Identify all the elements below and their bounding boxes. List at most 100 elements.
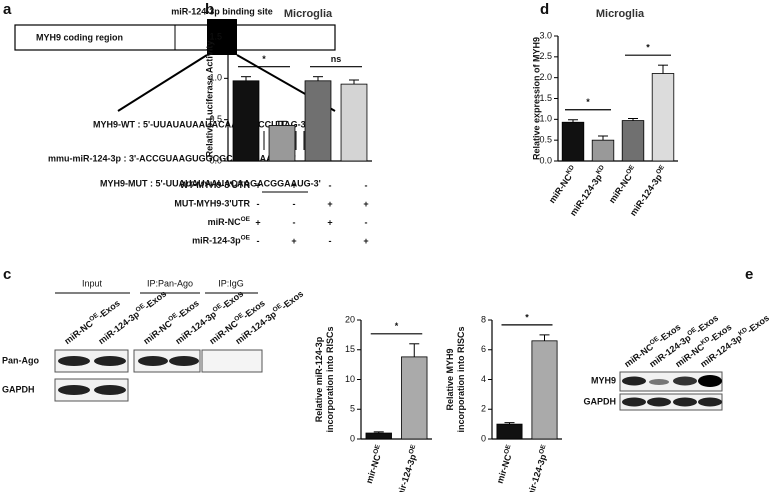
condition-mark: -	[257, 199, 260, 209]
bar	[268, 125, 296, 162]
y-tick-label: 10	[345, 374, 355, 384]
significance-label: *	[586, 97, 590, 107]
significance-label: ns	[331, 54, 342, 64]
condition-mark: -	[365, 180, 368, 190]
sequence: MYH9-WT : 5'-UUAUAUAAUACAAGUGCCUUAG-3'	[93, 119, 308, 129]
text-part: -Exos	[143, 289, 169, 312]
binding-site-label: miR-124-3p binding site	[171, 6, 273, 16]
condition-mark: +	[291, 236, 296, 246]
y-tick-label: 2.5	[539, 51, 552, 61]
text-part: mir-124-3p	[395, 453, 419, 492]
x-tick-label: miR-124-3pKD	[567, 164, 610, 218]
superscript: OE	[167, 312, 179, 324]
text-part: miR-NC	[607, 172, 634, 205]
text-part: -Exos	[96, 298, 122, 321]
group-label: Input	[82, 278, 103, 288]
text-part: -Exos	[220, 289, 246, 312]
significance-label: *	[646, 43, 650, 53]
text-part: MUT-MYH9-3'UTR	[174, 199, 250, 209]
zoom-line	[117, 54, 208, 112]
panel-label: e	[745, 266, 753, 283]
y-tick-label: 15	[345, 344, 355, 354]
superscript: OE	[372, 443, 382, 455]
bar	[531, 340, 558, 440]
bar	[401, 356, 428, 440]
condition-mark: +	[363, 236, 368, 246]
text-part: -Exos	[746, 313, 772, 336]
superscript: OE	[538, 443, 548, 455]
condition-mark: -	[329, 180, 332, 190]
significance-label: *	[525, 312, 529, 322]
y-tick-label: 0.5	[539, 135, 552, 145]
condition-mark: +	[327, 217, 332, 227]
condition-mark: -	[365, 217, 368, 227]
y-axis-label: Relative Luciferase Activity	[204, 41, 214, 158]
bar	[496, 423, 523, 440]
text-part: miR-124-3p	[192, 236, 241, 246]
bar	[365, 432, 392, 440]
superscript: OE	[686, 326, 698, 338]
y-tick-label: 2.0	[539, 72, 552, 82]
superscript: OE	[649, 335, 661, 347]
y-tick-label: 20	[345, 314, 355, 324]
row-label: MYH9	[591, 375, 616, 385]
y-tick-label: 3.0	[539, 30, 552, 40]
condition-mark: +	[255, 180, 260, 190]
superscript: OE	[503, 443, 513, 455]
text-part: -Exos	[175, 298, 201, 321]
superscript: OE	[272, 302, 284, 314]
y-tick-label: 1.0	[209, 73, 222, 83]
y-tick-label: 0	[350, 433, 355, 443]
condition-mark: -	[293, 217, 296, 227]
bar	[651, 73, 675, 162]
y-axis-label: incorporation into RISCs	[456, 326, 466, 432]
y-tick-label: 1.5	[209, 31, 222, 41]
blot-c	[54, 292, 263, 402]
text-part: miR-NC	[547, 172, 574, 205]
y-tick-label: 0.0	[209, 155, 222, 165]
bar	[591, 139, 615, 162]
condition-mark: -	[329, 236, 332, 246]
row-label: Pan-Ago	[2, 355, 40, 365]
superscript: OE	[233, 312, 245, 324]
lane-label: miR-NCOE-Exos	[62, 297, 122, 346]
superscript: OE	[212, 302, 224, 314]
condition-label: miR-NCOE	[208, 216, 251, 227]
sequence: mmu-miR-124-3p : 3'-ACCGUAAGUGGCGCACGGAA…	[48, 153, 296, 163]
text-part: mir-124-3p	[525, 453, 549, 492]
condition-mark: +	[363, 199, 368, 209]
panel-label: b	[205, 1, 214, 18]
condition-mark: +	[291, 180, 296, 190]
group-label: IP:IgG	[218, 278, 244, 288]
bar	[340, 83, 368, 162]
group-label: IP:Pan-Ago	[147, 278, 193, 288]
text-part: miR-NC	[208, 217, 241, 227]
x-tick-label: mir-NCOE	[494, 443, 517, 485]
x-tick-label: miR-NCOE	[606, 164, 640, 206]
chart-title: Microglia	[596, 8, 645, 20]
significance-label: *	[262, 54, 266, 64]
text-part: mir-NC	[495, 453, 514, 485]
condition-mark: -	[257, 236, 260, 246]
bar	[621, 120, 645, 162]
y-axis-label: Relative expression of MYH9	[531, 37, 541, 160]
x-tick-label: mir-124-3pOE	[394, 443, 422, 492]
condition-label: miR-124-3pOE	[192, 235, 251, 246]
diagram-a: miR-124-3p binding site MYH9 coding regi…	[14, 6, 336, 193]
condition-mark: +	[255, 217, 260, 227]
y-tick-label: 0	[481, 433, 486, 443]
superscript: KD	[565, 164, 576, 176]
y-tick-label: 1.5	[539, 93, 552, 103]
y-tick-label: 4	[481, 374, 486, 384]
y-tick-label: 6	[481, 344, 486, 354]
row-label: GAPDH	[2, 384, 35, 394]
chart-title: Microglia	[284, 8, 333, 20]
sequence: MYH9-MUT : 5'-UUAUAUAAUACAAGACGGAAUG-3'	[100, 178, 321, 188]
superscript: OE	[655, 164, 667, 176]
text-part: -Exos	[280, 289, 306, 312]
row-label: GAPDH	[583, 396, 616, 406]
bar	[304, 80, 332, 162]
superscript: OE	[241, 216, 251, 223]
condition-label: MUT-MYH9-3'UTR	[174, 199, 250, 209]
